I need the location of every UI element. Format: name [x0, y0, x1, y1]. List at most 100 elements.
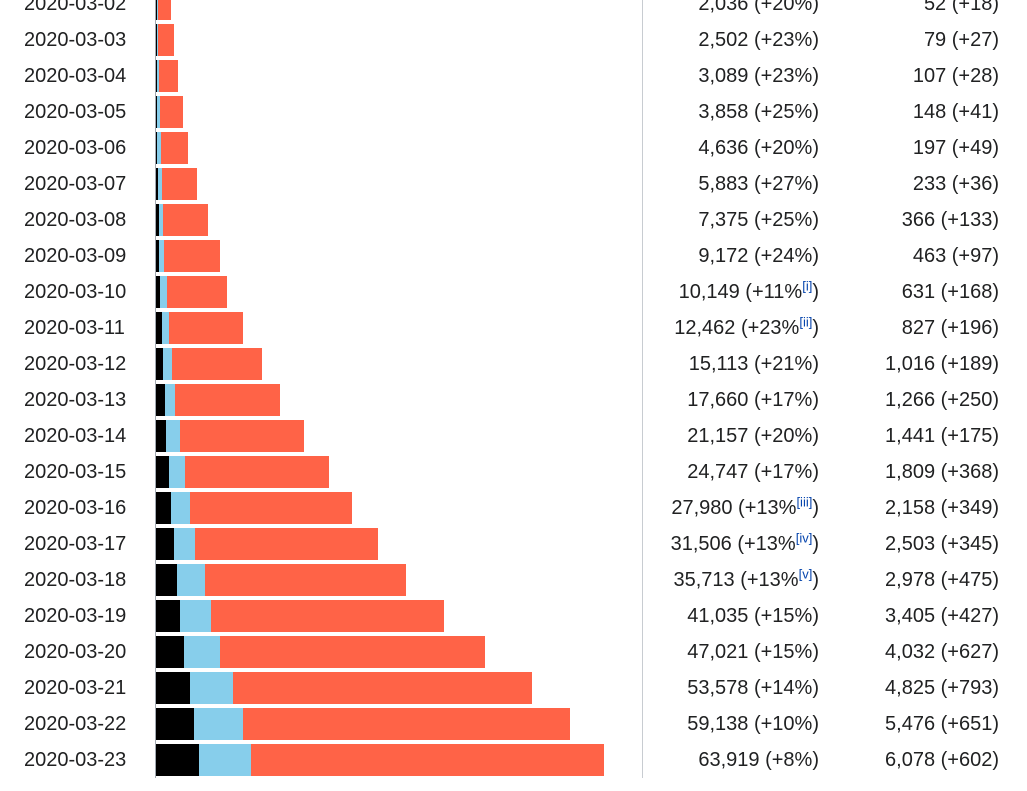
date-label: 2020-03-06 [24, 137, 127, 159]
bar-segment-deaths [156, 600, 180, 632]
table-row: 2020-03-17 31,506 (+13%[iv]) 2,503 (+345) [0, 526, 1027, 562]
table-row: 2020-03-10 10,149 (+11%[i]) 631 (+168) [0, 274, 1027, 310]
table-row: 2020-03-11 12,462 (+23%[ii]) 827 (+196) [0, 310, 1027, 346]
deaths-value: 4,032 (+627) [885, 641, 999, 663]
cases-value: 59,138 (+10%) [687, 713, 819, 735]
cases-value: 17,660 (+17%) [687, 389, 819, 411]
date-label: 2020-03-07 [24, 173, 127, 195]
deaths-value: 6,078 (+602) [885, 749, 999, 771]
stacked-bar [156, 672, 532, 704]
bar-segment-deaths [156, 168, 158, 200]
bar-segment-active [169, 312, 243, 344]
cases-value: 35,713 (+13%[v]) [673, 566, 819, 591]
bar-segment-active [161, 132, 188, 164]
bar-segment-recoveries [162, 312, 169, 344]
date-label: 2020-03-05 [24, 101, 127, 123]
bar-segment-active [180, 420, 304, 452]
bar-segment-recoveries [180, 600, 211, 632]
deaths-value: 1,016 (+189) [885, 353, 999, 375]
bar-segment-recoveries [165, 384, 175, 416]
cases-value: 31,506 (+13%[iv]) [670, 530, 819, 555]
bar-segment-deaths [156, 384, 165, 416]
deaths-value: 4,825 (+793) [885, 677, 999, 699]
stacked-bar [156, 0, 171, 20]
date-label: 2020-03-15 [24, 461, 127, 483]
deaths-value: 2,978 (+475) [885, 569, 999, 591]
stacked-bar [156, 420, 304, 452]
bar-segment-active [185, 456, 329, 488]
bar-segment-recoveries [163, 348, 172, 380]
stacked-bar [156, 636, 485, 668]
bar-segment-active [172, 348, 262, 380]
date-label: 2020-03-08 [24, 209, 127, 231]
footnote-link[interactable]: [ii] [799, 314, 813, 330]
date-label: 2020-03-16 [24, 497, 127, 519]
table-row: 2020-03-05 3,858 (+25%) 148 (+41) [0, 94, 1027, 130]
deaths-value: 1,809 (+368) [885, 461, 999, 483]
bar-segment-deaths [156, 96, 157, 128]
bar-segment-active [211, 600, 444, 632]
deaths-value: 827 (+196) [901, 317, 999, 339]
date-label: 2020-03-20 [24, 641, 127, 663]
bar-segment-active [195, 528, 378, 560]
cases-value: 5,883 (+27%) [698, 173, 819, 195]
footnote-link[interactable]: [v] [798, 566, 813, 582]
table-row: 2020-03-21 53,578 (+14%) 4,825 (+793) [0, 670, 1027, 706]
date-label: 2020-03-04 [24, 65, 127, 87]
bar-segment-active [243, 708, 570, 740]
stacked-bar [156, 708, 570, 740]
deaths-value: 463 (+97) [912, 245, 999, 267]
deaths-value: 233 (+36) [912, 173, 999, 195]
stacked-bar [156, 492, 352, 524]
bar-segment-deaths [156, 564, 177, 596]
stacked-bar [156, 528, 378, 560]
stacked-bar [156, 384, 280, 416]
table-row: 2020-03-23 63,919 (+8%) 6,078 (+602) [0, 742, 1027, 778]
footnote-link[interactable]: [i] [802, 278, 813, 294]
bar-segment-deaths [156, 24, 157, 56]
bar-segment-deaths [156, 0, 157, 20]
cases-value: 47,021 (+15%) [687, 641, 819, 663]
cases-value: 2,036 (+20%) [698, 0, 819, 15]
bar-segment-active [158, 0, 171, 20]
bar-segment-active [175, 384, 280, 416]
bar-segment-deaths [156, 456, 169, 488]
deaths-value: 631 (+168) [901, 281, 999, 303]
bar-segment-recoveries [157, 132, 161, 164]
bar-segment-recoveries [157, 60, 159, 92]
table-row: 2020-03-04 3,089 (+23%) 107 (+28) [0, 58, 1027, 94]
footnote-link[interactable]: [iv] [795, 530, 813, 546]
bar-segment-deaths [156, 240, 159, 272]
bar-segment-deaths [156, 204, 159, 236]
stacked-bar [156, 204, 208, 236]
bar-segment-deaths [156, 312, 162, 344]
bar-segment-active [190, 492, 352, 524]
stacked-bar [156, 348, 262, 380]
table-row: 2020-03-13 17,660 (+17%) 1,266 (+250) [0, 382, 1027, 418]
table-row: 2020-03-12 15,113 (+21%) 1,016 (+189) [0, 346, 1027, 382]
bar-segment-deaths [156, 132, 157, 164]
column-divider [642, 0, 643, 778]
stacked-bar [156, 564, 406, 596]
cases-value: 3,089 (+23%) [698, 65, 819, 87]
bar-segment-deaths [156, 636, 184, 668]
table-row: 2020-03-09 9,172 (+24%) 463 (+97) [0, 238, 1027, 274]
table-row: 2020-03-18 35,713 (+13%[v]) 2,978 (+475) [0, 562, 1027, 598]
bar-segment-recoveries [190, 672, 233, 704]
deaths-value: 79 (+27) [923, 29, 999, 51]
stacked-bar [156, 456, 329, 488]
date-label: 2020-03-10 [24, 281, 127, 303]
cases-value: 24,747 (+17%) [687, 461, 819, 483]
deaths-value: 3,405 (+427) [885, 605, 999, 627]
stacked-bar [156, 168, 197, 200]
cases-value: 15,113 (+21%) [688, 353, 819, 375]
cases-value: 2,502 (+23%) [698, 29, 819, 51]
footnote-link[interactable]: [iii] [796, 494, 813, 510]
date-label: 2020-03-14 [24, 425, 127, 447]
date-label: 2020-03-13 [24, 389, 127, 411]
date-label: 2020-03-12 [24, 353, 127, 375]
table-row: 2020-03-02 2,036 (+20%) 52 (+18) [0, 0, 1027, 22]
deaths-value: 197 (+49) [912, 137, 999, 159]
bar-segment-recoveries [171, 492, 190, 524]
